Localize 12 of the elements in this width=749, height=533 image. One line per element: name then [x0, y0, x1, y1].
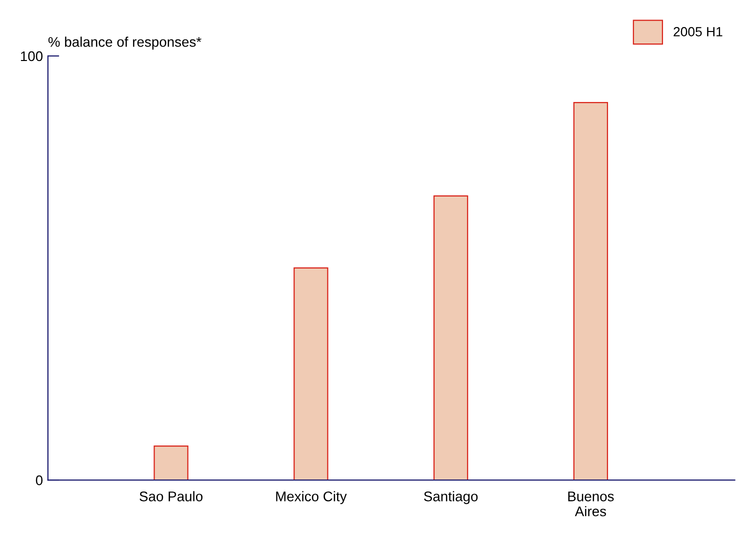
y-axis-title: % balance of responses*: [48, 36, 202, 50]
x-tick-label: Santiago: [424, 491, 478, 504]
x-tick-label: Mexico City: [276, 491, 347, 504]
bar: [154, 446, 188, 480]
x-tick-label: Sao Paulo: [140, 491, 202, 502]
legend-label: 2005 H1: [674, 27, 722, 36]
y-tick-label: 100: [20, 51, 43, 62]
bar: [294, 267, 328, 480]
bar: [433, 195, 468, 480]
bar: [573, 102, 608, 480]
y-tick-label: 0: [36, 475, 43, 486]
x-tick-label: Buenos Aires: [568, 492, 614, 516]
